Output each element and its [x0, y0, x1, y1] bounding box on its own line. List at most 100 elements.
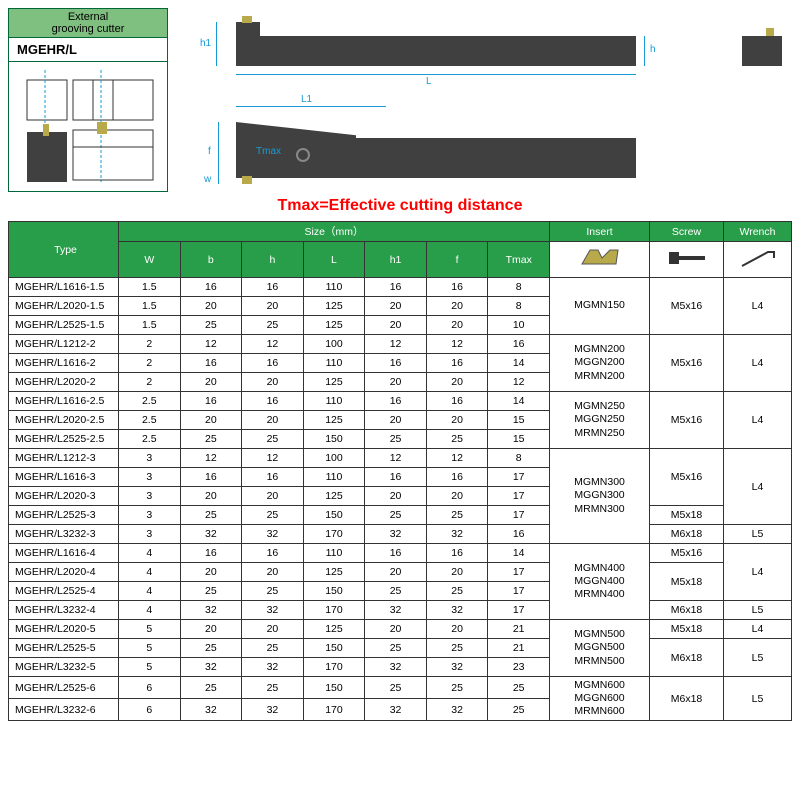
cell-wrench: L5 [724, 525, 792, 544]
cell-Tmax: 16 [488, 335, 550, 354]
cell-h1: 25 [365, 430, 427, 449]
cell-Tmax: 23 [488, 658, 550, 677]
cell-h: 25 [242, 677, 304, 699]
cell-insert: MGMN150 [550, 278, 650, 335]
dim-Tmax: Tmax [256, 146, 281, 157]
cell-h1: 32 [365, 658, 427, 677]
cell-L: 150 [303, 677, 365, 699]
cell-L: 125 [303, 487, 365, 506]
cell-b: 16 [180, 354, 242, 373]
cell-b: 20 [180, 373, 242, 392]
cell-h1: 25 [365, 639, 427, 658]
cell-f: 16 [426, 278, 488, 297]
cell-h1: 32 [365, 525, 427, 544]
cell-W: 2.5 [119, 430, 181, 449]
cell-h: 25 [242, 316, 304, 335]
cell-Tmax: 15 [488, 411, 550, 430]
cell-h1: 25 [365, 677, 427, 699]
table-row: MGEHR/L1616-1.51.5161611016168MGMN150M5x… [9, 278, 792, 297]
cell-h1: 25 [365, 506, 427, 525]
table-row: MGEHR/L2525-332525150252517M5x18 [9, 506, 792, 525]
cell-h1: 20 [365, 563, 427, 582]
cell-W: 4 [119, 601, 181, 620]
cell-screw: M5x18 [650, 506, 724, 525]
cell-h: 25 [242, 582, 304, 601]
cell-W: 3 [119, 506, 181, 525]
cell-W: 1.5 [119, 316, 181, 335]
cell-W: 4 [119, 582, 181, 601]
cell-type: MGEHR/L3232-5 [9, 658, 119, 677]
cell-L: 110 [303, 392, 365, 411]
cell-f: 20 [426, 297, 488, 316]
dim-f: f [208, 146, 211, 157]
cell-screw: M5x16 [650, 392, 724, 449]
cell-b: 20 [180, 411, 242, 430]
cell-h1: 20 [365, 411, 427, 430]
cell-h1: 16 [365, 354, 427, 373]
cell-wrench: L4 [724, 278, 792, 335]
cell-Tmax: 17 [488, 582, 550, 601]
cell-h: 32 [242, 699, 304, 721]
dim-w: w [204, 174, 211, 185]
dim-L1: L1 [301, 94, 312, 105]
cell-W: 3 [119, 525, 181, 544]
cell-b: 16 [180, 278, 242, 297]
table-header: Type Size（mm） Insert Screw Wrench WbhLh1… [9, 222, 792, 278]
cell-b: 32 [180, 601, 242, 620]
cell-W: 3 [119, 468, 181, 487]
cell-h: 25 [242, 506, 304, 525]
top-view-diagram: L1 f w Tmax [176, 98, 792, 193]
cell-h: 16 [242, 278, 304, 297]
cell-h: 16 [242, 544, 304, 563]
cell-insert: MGMN400MGGN400MRMN400 [550, 544, 650, 620]
cell-h1: 16 [365, 544, 427, 563]
th-size-W: W [119, 242, 181, 278]
title-line2: grooving cutter [52, 23, 125, 35]
cell-f: 32 [426, 525, 488, 544]
cell-b: 25 [180, 430, 242, 449]
th-size-h: h [242, 242, 304, 278]
table-row: MGEHR/L1616-441616110161614MGMN400MGGN40… [9, 544, 792, 563]
cell-h: 20 [242, 487, 304, 506]
cell-insert: MGMN600MGGN600MRMN600 [550, 677, 650, 721]
cell-h: 32 [242, 601, 304, 620]
cell-Tmax: 17 [488, 487, 550, 506]
cell-wrench: L4 [724, 335, 792, 392]
cell-h1: 32 [365, 699, 427, 721]
cell-f: 20 [426, 316, 488, 335]
cell-h: 25 [242, 430, 304, 449]
table-row: MGEHR/L2020-552020125202021MGMN500MGGN50… [9, 620, 792, 639]
cell-f: 32 [426, 601, 488, 620]
cell-f: 12 [426, 449, 488, 468]
cell-Tmax: 25 [488, 677, 550, 699]
cell-L: 125 [303, 411, 365, 430]
th-size-L: L [303, 242, 365, 278]
cell-type: MGEHR/L1616-1.5 [9, 278, 119, 297]
cell-L: 150 [303, 639, 365, 658]
cell-W: 1.5 [119, 297, 181, 316]
cell-type: MGEHR/L2020-1.5 [9, 297, 119, 316]
cell-insert: MGMN300MGGN300MRMN300 [550, 449, 650, 544]
cell-wrench: L4 [724, 392, 792, 449]
cell-Tmax: 17 [488, 468, 550, 487]
cell-h1: 12 [365, 449, 427, 468]
cell-Tmax: 17 [488, 506, 550, 525]
side-view-diagram: h1 h L [176, 8, 792, 88]
insert-icon [550, 242, 650, 278]
cell-Tmax: 21 [488, 639, 550, 658]
cell-f: 20 [426, 373, 488, 392]
cell-L: 125 [303, 316, 365, 335]
table-row: MGEHR/L2525-552525150252521M6x18L5 [9, 639, 792, 658]
cell-b: 16 [180, 392, 242, 411]
cell-W: 4 [119, 544, 181, 563]
cell-W: 3 [119, 449, 181, 468]
cell-b: 25 [180, 582, 242, 601]
cell-f: 20 [426, 563, 488, 582]
cell-screw: M6x18 [650, 525, 724, 544]
cell-W: 1.5 [119, 278, 181, 297]
dim-h1: h1 [200, 38, 211, 49]
dim-L: L [426, 76, 432, 87]
cell-h: 12 [242, 449, 304, 468]
cell-type: MGEHR/L2525-3 [9, 506, 119, 525]
cross-section-diagram [8, 62, 168, 192]
